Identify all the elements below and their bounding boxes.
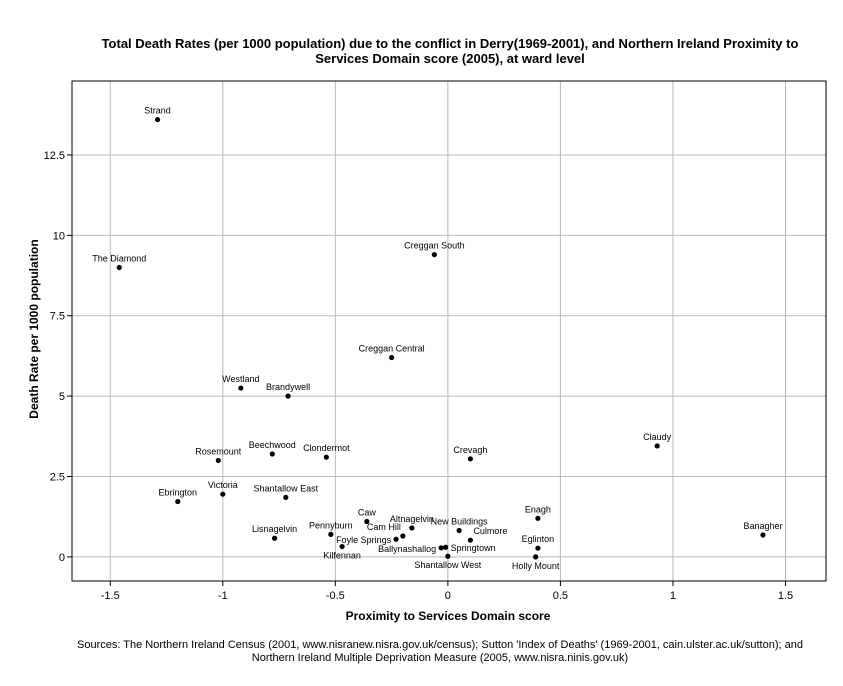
point-label: Kilfennan: [323, 551, 361, 561]
data-point: [215, 457, 221, 464]
y-tick-label: 7.5: [50, 311, 65, 323]
data-point: [285, 393, 291, 399]
point-label: Pennyburn: [309, 520, 353, 530]
data-point: [175, 498, 181, 505]
caption-line-1: Sources: The Northern Ireland Census (20…: [77, 639, 803, 651]
x-tick-label: -1: [218, 590, 228, 602]
chart-title: Total Death Rates (per 1000 population) …: [60, 36, 840, 66]
data-point: [154, 116, 161, 123]
chart-title-line-1: Total Death Rates (per 1000 population) …: [101, 36, 799, 51]
data-point: [445, 553, 451, 559]
data-point: [116, 264, 122, 271]
data-point: [364, 518, 370, 525]
data-points: Strand The Diamond Creggan South Creggan Ce…: [92, 106, 782, 571]
x-axis-label: Proximity to Services Domain score: [346, 609, 551, 623]
data-point: [409, 525, 415, 531]
point-label: Strand: [144, 106, 171, 116]
point-label: Clondermot: [303, 443, 350, 453]
x-tick-label: 0: [445, 590, 451, 602]
data-point: [238, 385, 244, 391]
point-label: Cam Hill: [367, 522, 401, 532]
point-label: Eglinton: [522, 534, 555, 544]
point-label: Shantallow West: [414, 560, 481, 570]
data-point: [438, 545, 444, 551]
data-point: [456, 527, 462, 534]
caption-line-2: Northern Ireland Multiple Deprivation Me…: [251, 652, 629, 664]
data-point: [389, 354, 395, 361]
point-label: Culmore: [473, 526, 507, 536]
x-tick-label: 1: [670, 590, 676, 602]
point-label: Lisnagelvin: [252, 524, 297, 534]
axis-ticks: -1.5 -1 -0.5 0 0.5 1 1.5 0 2.5 5 7.5 10 12.5: [44, 150, 794, 602]
point-label: Beechwood: [249, 440, 296, 450]
data-point: [220, 491, 226, 497]
point-label: Ebrington: [159, 488, 198, 498]
data-point: [535, 545, 541, 551]
y-tick-label: 5: [59, 391, 65, 403]
data-point: [431, 252, 437, 258]
data-point: [400, 533, 406, 539]
data-point: [535, 515, 541, 521]
point-label: Banagher: [743, 521, 782, 531]
x-tick-label: -1.5: [101, 590, 120, 602]
point-label: The Diamond: [92, 253, 146, 263]
data-point: [269, 451, 275, 457]
x-tick-label: 0.5: [553, 590, 568, 602]
y-tick-label: 2.5: [50, 471, 65, 483]
point-label: Brandywell: [266, 382, 310, 392]
y-tick-label: 12.5: [44, 150, 65, 162]
point-label: Creggan South: [404, 241, 465, 251]
plot-frame: [71, 80, 827, 582]
point-label: Enagh: [525, 504, 551, 514]
data-point: [760, 532, 766, 538]
data-point: [271, 535, 278, 541]
data-point: [467, 456, 473, 462]
data-point: [467, 537, 473, 543]
y-axis-label: Death Rate per 1000 population: [27, 239, 41, 418]
point-label: Crevagh: [453, 445, 487, 455]
data-point: [339, 543, 345, 550]
chart-title-line-2: Services Domain score (2005), at ward le…: [315, 51, 585, 66]
point-label: Victoria: [208, 480, 238, 490]
point-label: Caw: [358, 508, 377, 518]
point-label: Claudy: [643, 432, 672, 442]
point-label: Holly Mount: [512, 561, 560, 571]
y-tick-label: 10: [53, 230, 65, 242]
point-label: New Buildings: [431, 517, 489, 527]
data-point: [393, 536, 399, 542]
point-label: Creggan Central: [359, 344, 425, 354]
data-point: [443, 544, 449, 550]
point-label: Altnagelvin: [390, 514, 434, 524]
data-point: [328, 531, 334, 537]
x-tick-label: -0.5: [326, 590, 345, 602]
point-label: Westland: [222, 374, 259, 384]
x-tick-label: 1.5: [778, 590, 793, 602]
point-label: Ballynashallog: [378, 544, 436, 554]
data-point: [533, 554, 539, 560]
data-point: [323, 454, 329, 460]
data-point: [283, 494, 289, 500]
point-label: Shantallow East: [254, 483, 319, 493]
sources-caption: Sources: The Northern Ireland Census (20…: [40, 639, 840, 665]
grid-lines: [72, 81, 826, 581]
point-label: Foyle Springs: [336, 535, 392, 545]
point-label: Springtown: [451, 543, 496, 553]
y-tick-label: 0: [59, 552, 65, 564]
point-label: Rosemount: [195, 446, 242, 456]
data-point: [654, 443, 660, 449]
